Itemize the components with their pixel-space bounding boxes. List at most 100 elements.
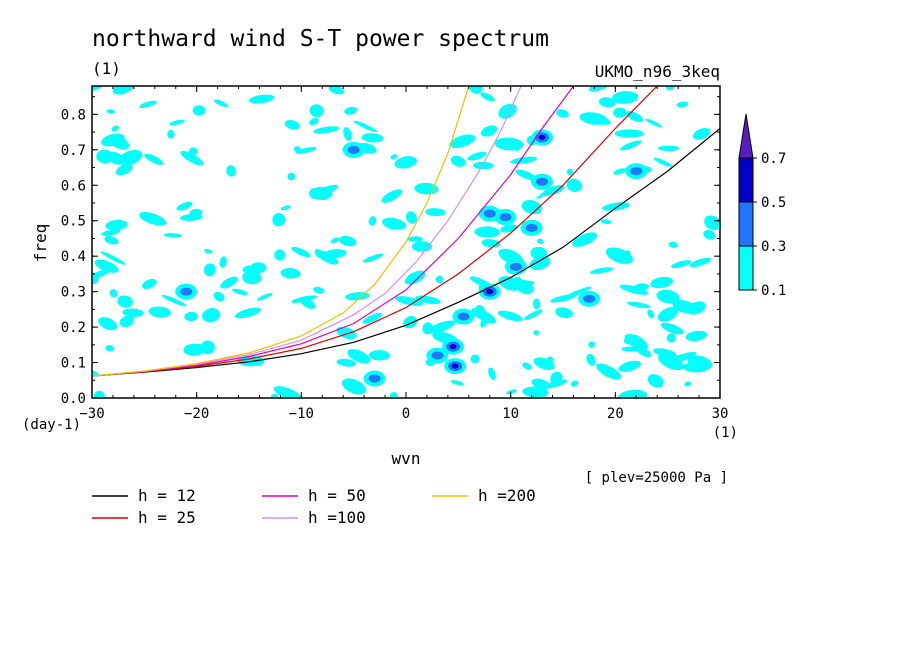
x-tick-label: 30 xyxy=(712,406,729,422)
contour-patch xyxy=(521,199,542,215)
colorbar-label: 0.7 xyxy=(761,151,786,167)
legend-label: h =100 xyxy=(308,508,366,527)
contour-patch xyxy=(183,343,206,356)
contour-patch xyxy=(422,322,433,335)
legend-label: h = 12 xyxy=(138,486,196,505)
colorbar-box xyxy=(738,157,754,203)
x-axis-ticks: −30 −20 −10 0 10 20 30 xyxy=(79,86,728,422)
contour-patch xyxy=(274,249,286,261)
contour-patch xyxy=(139,100,157,108)
contour-patch xyxy=(605,247,634,264)
contour-patch xyxy=(338,236,357,247)
contour-patch xyxy=(510,276,522,290)
contour-patch xyxy=(169,119,185,126)
contour-patch xyxy=(382,217,407,230)
y-axis-unit: (day-1) xyxy=(22,417,81,433)
x-tick-label: 0 xyxy=(402,406,410,422)
legend: h = 12 h = 25 h = 50 h =100 h =200 xyxy=(92,486,536,527)
contour-blob-mid xyxy=(431,351,444,360)
contour-patch xyxy=(497,310,523,322)
contour-patch xyxy=(336,358,356,367)
contour-patch xyxy=(109,289,118,298)
contour-patch xyxy=(395,296,424,306)
colorbar-box xyxy=(738,245,754,291)
contour-patch xyxy=(480,92,495,102)
contour-layer xyxy=(92,86,720,398)
contour-patch xyxy=(148,306,171,318)
contour-patch xyxy=(272,213,286,227)
contour-patch xyxy=(341,378,367,395)
contour-patch xyxy=(362,253,384,263)
contour-blob-mid xyxy=(368,374,381,383)
contour-patch xyxy=(666,333,676,343)
contour-patch xyxy=(213,291,225,302)
contour-patch xyxy=(598,97,616,108)
contour-patch xyxy=(250,262,267,274)
contour-patch xyxy=(111,125,119,132)
colorbar-label: 0.5 xyxy=(761,195,786,211)
contour-patch xyxy=(122,308,144,317)
colorbar-extend-arrow xyxy=(738,113,754,159)
dispersion-curve-2 xyxy=(92,86,574,377)
contour-patch xyxy=(167,129,175,139)
contour-patch xyxy=(488,367,496,380)
contour-patch xyxy=(353,120,378,133)
contour-patch xyxy=(612,91,639,104)
chart-subtitle-right: UKMO_n96_3keq xyxy=(595,62,720,81)
contour-patch xyxy=(570,380,579,387)
contour-patch xyxy=(407,236,423,242)
contour-patch xyxy=(98,317,118,331)
x-axis-label: wvn xyxy=(392,449,421,468)
contour-blob-mid xyxy=(499,213,512,222)
contour-patch xyxy=(344,106,358,115)
dispersion-curve-0 xyxy=(92,128,720,377)
contour-patch xyxy=(682,363,707,373)
contour-patch xyxy=(110,137,130,150)
contour-patch xyxy=(343,127,352,141)
colorbar-label: 0.1 xyxy=(761,283,786,299)
contour-patch xyxy=(618,360,642,372)
contour-patch xyxy=(602,202,630,211)
dispersion-curve-1 xyxy=(92,86,658,377)
contour-patch xyxy=(368,350,391,361)
contour-patch xyxy=(300,297,316,309)
contour-patch xyxy=(704,215,720,231)
contour-blob-mid xyxy=(483,209,496,218)
contour-patch xyxy=(117,295,133,308)
contour-patch xyxy=(586,353,596,366)
y-tick-label: 0.4 xyxy=(61,249,86,265)
x-tick-label: 10 xyxy=(502,406,519,422)
contour-patch xyxy=(291,246,311,258)
y-axis-ticks: 0.0 0.1 0.2 0.3 0.4 0.5 0.6 0.7 0.8 xyxy=(61,96,720,407)
contour-patch xyxy=(656,289,680,304)
contour-patch xyxy=(619,284,649,295)
contour-patch xyxy=(405,211,418,224)
contour-patch xyxy=(287,172,296,181)
contour-patch xyxy=(92,268,112,281)
contour-patch xyxy=(513,146,520,151)
contour-patch xyxy=(435,275,444,284)
contour-patch xyxy=(450,155,466,167)
contour-patch xyxy=(414,182,439,195)
contour-patch xyxy=(498,103,517,119)
contour-patch xyxy=(313,126,340,134)
contour-patch xyxy=(242,270,262,285)
contour-patch xyxy=(189,147,198,155)
contour-patch xyxy=(692,128,711,140)
contour-patch xyxy=(556,109,569,118)
contour-patch xyxy=(115,164,133,176)
contour-patch xyxy=(672,300,697,314)
y-tick-label: 0.3 xyxy=(61,285,86,301)
contour-blob-core xyxy=(538,134,546,140)
dispersion-curves xyxy=(92,86,720,377)
contour-patch xyxy=(600,219,612,225)
contour-patch xyxy=(94,259,119,273)
contour-patch xyxy=(232,288,248,296)
contour-patch xyxy=(550,371,563,385)
contour-patch xyxy=(219,256,227,268)
contour-patch xyxy=(531,378,551,390)
colorbar: 0.7 0.5 0.3 0.1 xyxy=(738,113,786,299)
colorbar-box xyxy=(738,201,754,247)
contour-patch xyxy=(653,157,673,167)
contour-patch xyxy=(161,294,187,307)
